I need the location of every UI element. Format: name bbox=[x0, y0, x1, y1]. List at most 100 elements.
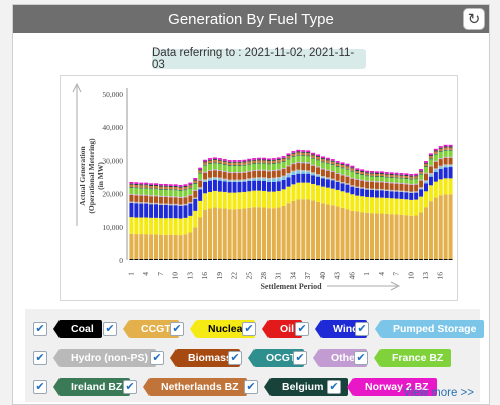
legend-tag[interactable]: Pumped Storage bbox=[374, 320, 485, 338]
bar-segment bbox=[232, 166, 237, 173]
bar-segment bbox=[291, 175, 296, 185]
legend-checkbox[interactable]: ✔ bbox=[33, 351, 47, 365]
legend-checkbox[interactable]: ✔ bbox=[33, 322, 47, 336]
bar-segment bbox=[261, 159, 267, 161]
bar-segment bbox=[247, 161, 252, 164]
legend-item[interactable]: ✔ Oil bbox=[242, 319, 303, 339]
bar-segment bbox=[261, 180, 267, 191]
legend-item[interactable]: ✔ OCGT bbox=[228, 348, 305, 368]
bar-segment bbox=[242, 191, 247, 209]
legend-tag[interactable]: Coal bbox=[53, 320, 102, 338]
legend-item[interactable]: ✔ Coal bbox=[33, 319, 102, 339]
bar-segment bbox=[320, 156, 325, 159]
bar-segment bbox=[178, 204, 183, 206]
legend-checkbox[interactable]: ✔ bbox=[103, 322, 117, 336]
legend-tag[interactable]: Hydro (non-PS) bbox=[53, 349, 156, 367]
view-more-link[interactable]: View more >> bbox=[403, 387, 474, 399]
bar-segment bbox=[139, 185, 144, 188]
legend-checkbox[interactable]: ✔ bbox=[355, 322, 369, 336]
bar-segment bbox=[301, 150, 306, 152]
legend-tag[interactable]: Ireland BZ bbox=[52, 378, 131, 396]
bar-segment bbox=[217, 164, 222, 171]
bar-segment bbox=[217, 177, 222, 179]
legend-item[interactable]: ✔ Netherlands BZ bbox=[123, 377, 247, 397]
bar-segment bbox=[276, 177, 281, 179]
bar-segment bbox=[198, 169, 203, 171]
bar-segment bbox=[207, 159, 213, 161]
bar-segment bbox=[404, 184, 409, 191]
refresh-button[interactable]: ↻ bbox=[463, 8, 485, 30]
legend-item[interactable]: ✔ Norway 2 BZ bbox=[327, 377, 437, 397]
bar-segment bbox=[178, 190, 183, 197]
legend-checkbox[interactable]: ✔ bbox=[293, 351, 307, 365]
bar-segment bbox=[399, 182, 404, 184]
bar-segment bbox=[237, 208, 242, 259]
bar-segment bbox=[365, 259, 370, 260]
bar-segment bbox=[399, 191, 404, 199]
bar-segment bbox=[291, 200, 296, 259]
bar-segment bbox=[281, 157, 286, 159]
legend-checkbox[interactable]: ✔ bbox=[170, 322, 184, 336]
bar-segment bbox=[365, 175, 370, 177]
legend-checkbox[interactable]: ✔ bbox=[295, 322, 309, 336]
bar-segment bbox=[242, 159, 247, 162]
bar-segment bbox=[350, 210, 355, 259]
legend-tag[interactable]: Netherlands BZ bbox=[143, 378, 247, 396]
legend-checkbox[interactable]: ✔ bbox=[327, 380, 341, 394]
legend-checkbox[interactable]: ✔ bbox=[123, 380, 137, 394]
legend-tag[interactable]: Oil bbox=[261, 320, 303, 338]
legend-checkbox[interactable]: ✔ bbox=[354, 351, 368, 365]
bar-segment bbox=[257, 180, 262, 191]
bar-segment bbox=[129, 181, 134, 184]
bar-segment bbox=[428, 173, 433, 175]
bar-segment bbox=[374, 177, 379, 182]
legend-checkbox[interactable]: ✔ bbox=[33, 380, 47, 394]
bar-segment bbox=[345, 166, 350, 169]
stacked-bar-chart: 0 10,000 20,000 30,000 40,000 50,000 Actual Ge… bbox=[72, 82, 453, 291]
legend-tag[interactable]: Biomass bbox=[170, 349, 240, 367]
bar-segment bbox=[203, 180, 208, 182]
legend-tag[interactable]: CCGT bbox=[123, 320, 179, 338]
legend-item[interactable]: ✔ Hydro (non-PS) bbox=[33, 348, 156, 368]
bar-segment bbox=[183, 196, 188, 198]
bar-segment bbox=[144, 188, 149, 195]
legend-item[interactable]: ✔ CCGT bbox=[103, 319, 179, 339]
bar-segment bbox=[193, 180, 198, 183]
bar-segment bbox=[301, 170, 306, 172]
legend-item[interactable]: ✔ Nuclear bbox=[170, 319, 255, 339]
bar-segment bbox=[340, 259, 345, 260]
bar-segment bbox=[355, 173, 360, 175]
legend-checkbox[interactable]: ✔ bbox=[244, 380, 258, 394]
legend-tag[interactable]: OCGT bbox=[247, 349, 305, 367]
bar-segment bbox=[325, 177, 330, 179]
bar-segment bbox=[217, 160, 222, 164]
legend-item[interactable]: ✔ France BZ bbox=[354, 348, 452, 368]
legend-item[interactable]: ✔ Pumped Storage bbox=[355, 319, 485, 339]
bar-segment bbox=[257, 162, 262, 164]
legend-item[interactable]: ✔ Ireland BZ bbox=[33, 377, 131, 397]
bar-segment bbox=[198, 188, 203, 190]
legend-tag[interactable]: Nuclear bbox=[190, 320, 255, 338]
bar-segment bbox=[227, 162, 232, 166]
legend-checkbox[interactable]: ✔ bbox=[242, 322, 256, 336]
bar-segment bbox=[340, 162, 345, 165]
bar-segment bbox=[306, 170, 311, 172]
legend-tag[interactable]: Norway 2 BZ bbox=[347, 378, 437, 396]
panel-title: Generation By Fuel Type bbox=[168, 10, 334, 28]
x-tick-label: 4 bbox=[377, 272, 386, 276]
bar-segment bbox=[193, 259, 198, 260]
bar-segment bbox=[217, 159, 222, 161]
bar-segment bbox=[178, 205, 183, 219]
bar-segment bbox=[266, 191, 271, 209]
bar-segment bbox=[252, 171, 257, 178]
legend-tag[interactable]: France BZ bbox=[373, 349, 452, 367]
bar-segment bbox=[212, 170, 217, 177]
bar-segment bbox=[271, 170, 276, 172]
legend-checkbox[interactable]: ✔ bbox=[150, 351, 164, 365]
bar-segment bbox=[271, 259, 276, 260]
bar-segment bbox=[394, 198, 399, 215]
bar-segment bbox=[173, 205, 178, 219]
legend-item[interactable]: ✔ Biomass bbox=[150, 348, 240, 368]
legend-checkbox[interactable]: ✔ bbox=[228, 351, 242, 365]
bar-segment bbox=[350, 259, 355, 260]
